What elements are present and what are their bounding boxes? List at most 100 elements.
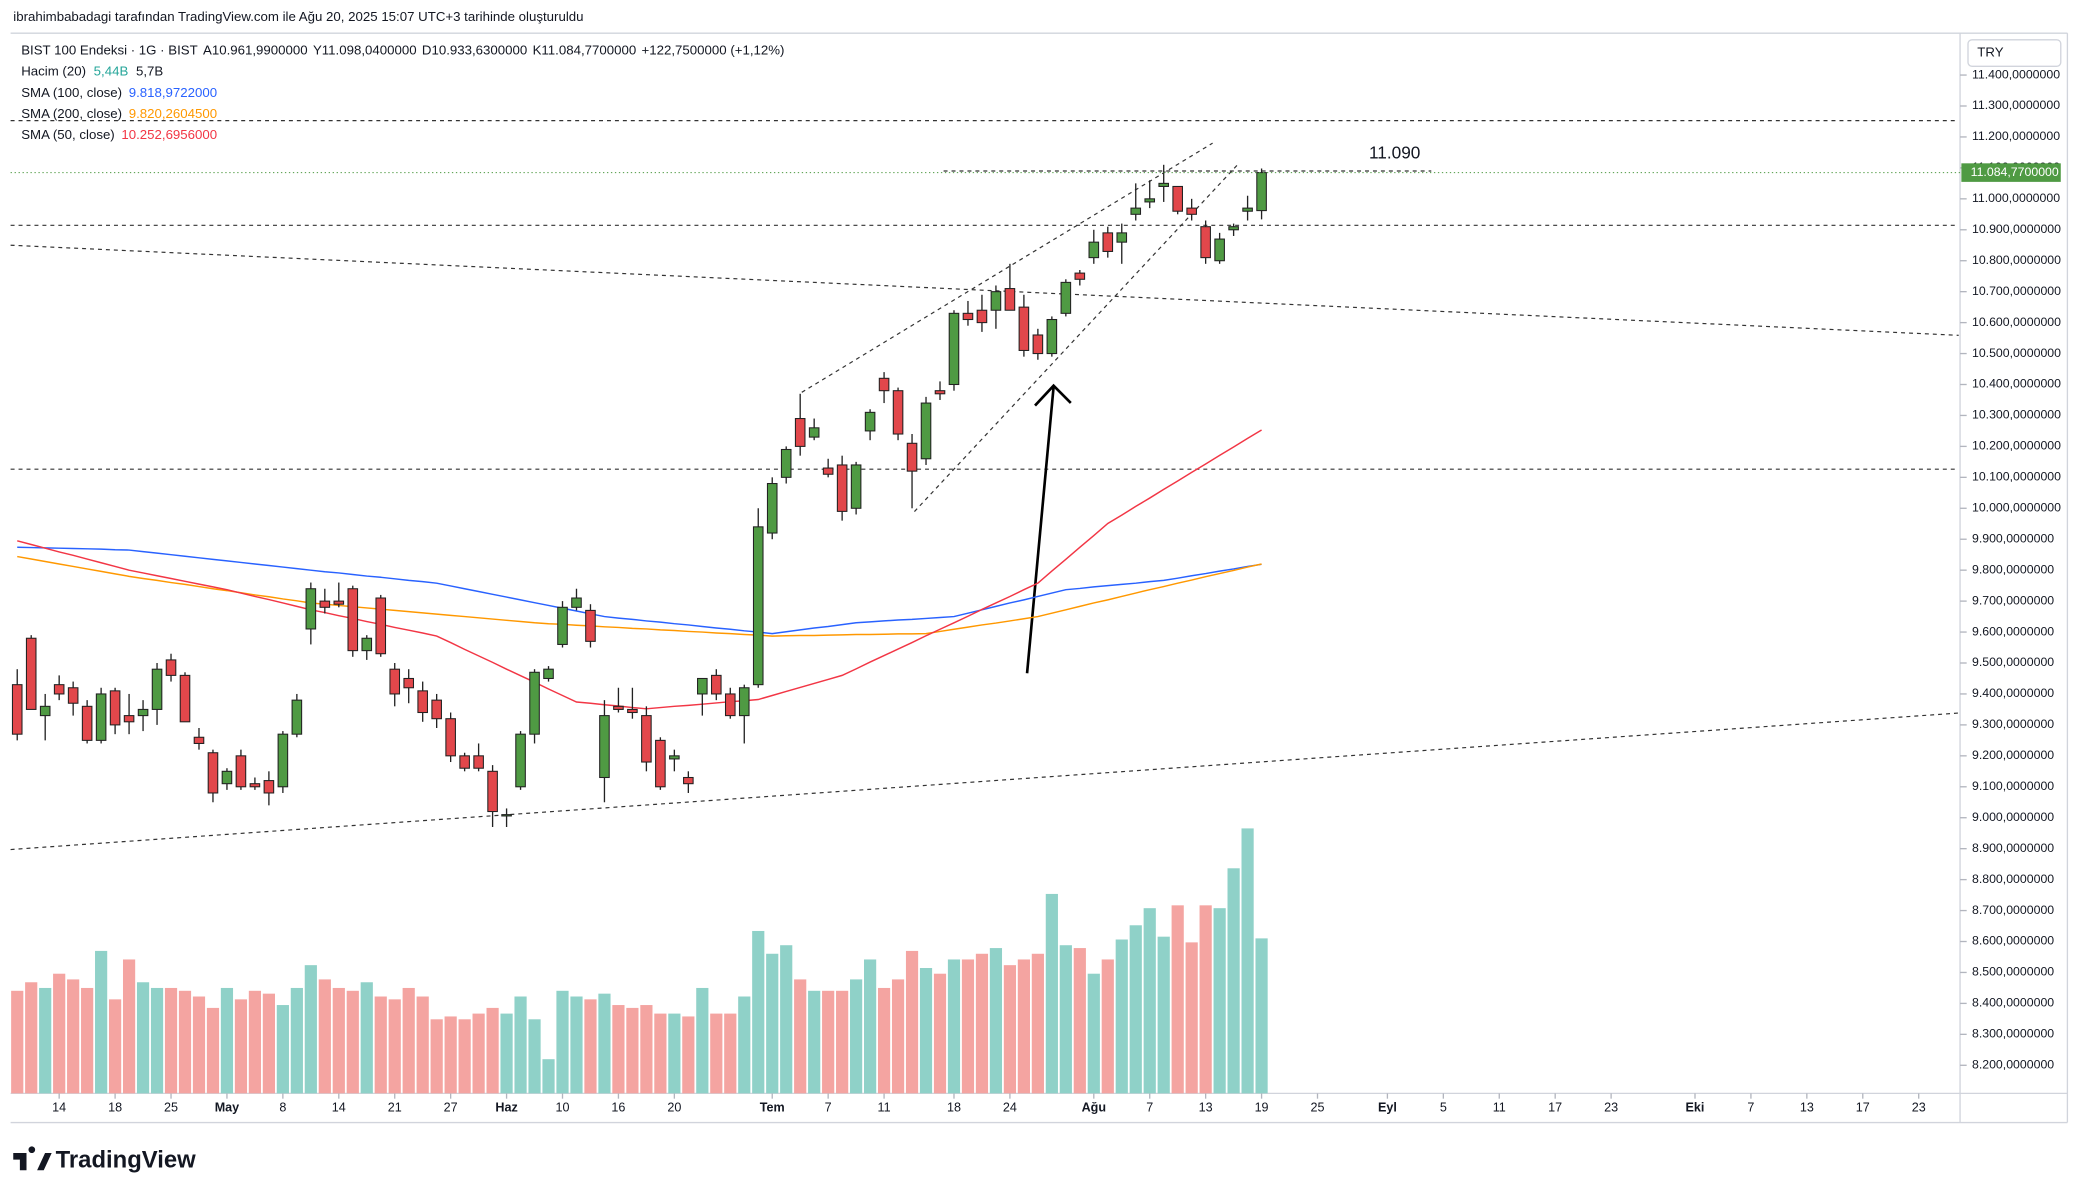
candle-body — [1116, 232, 1128, 243]
volume-bar — [332, 987, 345, 1094]
volume-bar — [808, 990, 821, 1094]
volume-bar — [1031, 953, 1044, 1094]
x-tick-label: Eyl — [1378, 1100, 1397, 1114]
y-tick-label: 10.500,0000000 — [1972, 346, 2061, 360]
x-tick-label: 17 — [1548, 1100, 1562, 1114]
y-tick-label: 11.200,0000000 — [1972, 129, 2060, 143]
volume-bar — [458, 1019, 471, 1094]
candle-body — [892, 390, 904, 435]
volume-bar — [276, 1005, 289, 1094]
candle-body — [613, 705, 624, 710]
arrow-head — [1034, 383, 1072, 407]
volume-bar — [1115, 939, 1128, 1094]
candle-body — [864, 411, 876, 432]
volume-bar — [318, 979, 331, 1094]
currency: TRY — [1977, 45, 2003, 60]
x-tick-label: 19 — [1255, 1100, 1269, 1114]
x-tick-label: 7 — [1747, 1100, 1754, 1114]
x-tick-label: 11 — [878, 1100, 891, 1114]
candle-body — [1158, 182, 1170, 187]
y-tick-label: 9.200,0000000 — [1972, 748, 2054, 762]
candle-body — [1046, 318, 1058, 355]
x-tick-label: 13 — [1199, 1100, 1213, 1114]
candle-body — [1144, 198, 1156, 203]
volume-bar — [150, 987, 164, 1094]
x-tick-label: 16 — [611, 1100, 625, 1114]
candle-body — [95, 693, 107, 741]
y-tick-label: 9.100,0000000 — [1972, 779, 2054, 793]
candle-body — [221, 770, 233, 785]
candle-body — [808, 427, 820, 438]
y-tick-label: 8.400,0000000 — [1972, 996, 2054, 1010]
candle-body — [1130, 207, 1142, 215]
candle-body — [627, 708, 638, 714]
volume-bar — [346, 990, 359, 1094]
candle-body — [25, 637, 37, 710]
volume-bar — [486, 1007, 499, 1094]
volume-value: 5,44B — [94, 63, 129, 78]
candle-body — [53, 684, 65, 695]
y-tick-label: 9.600,0000000 — [1972, 624, 2054, 638]
y-tick-label: 8.300,0000000 — [1972, 1027, 2054, 1041]
currency-box[interactable] — [1967, 39, 2062, 67]
candle-body — [599, 715, 610, 779]
volume-bar — [1241, 828, 1254, 1094]
credit: ibrahimbabadagi tarafından TradingView.c… — [13, 9, 583, 24]
legend-symbol: BIST 100 Endeksi · 1G · BIST A10.961,9900… — [21, 42, 784, 57]
volume-bar — [1017, 959, 1030, 1094]
volume-bar — [402, 987, 415, 1094]
sma-value: 9.818,9722000 — [129, 84, 217, 99]
annotation-label: 11.090 — [1369, 142, 1420, 162]
ohlc-key: Y — [313, 42, 322, 57]
candle-body — [934, 390, 946, 395]
candle-body — [403, 677, 415, 689]
volume-bar — [584, 999, 597, 1094]
logo-mark — [13, 1146, 52, 1171]
candle-body — [417, 690, 428, 714]
x-tick-label: 18 — [947, 1100, 961, 1114]
volume-bar — [836, 990, 849, 1094]
candle-body — [836, 464, 848, 512]
volume-bar — [682, 1016, 695, 1094]
volume-bar — [1227, 868, 1240, 1094]
candle-body — [878, 377, 890, 392]
volume-bar — [1157, 936, 1170, 1094]
candle-body — [906, 442, 918, 472]
trend-line — [10, 244, 1959, 336]
candle-body — [291, 699, 303, 735]
candle-body — [1228, 226, 1239, 231]
volume-bar — [220, 987, 234, 1094]
last-price-box — [1961, 163, 2061, 182]
trend-line — [801, 142, 1213, 393]
x-tick-label: Tem — [760, 1100, 785, 1114]
y-tick-label: 10.600,0000000 — [1972, 315, 2061, 329]
volume-bar — [1045, 893, 1058, 1094]
volume-bar — [640, 1005, 653, 1094]
candle-body — [1186, 207, 1197, 215]
candle-body — [850, 464, 862, 509]
candle-body — [752, 526, 764, 686]
volume-bar — [67, 979, 80, 1094]
volume-bar — [109, 999, 122, 1094]
candle-body — [1214, 238, 1225, 262]
volume-bar — [416, 996, 429, 1094]
candle-body — [655, 739, 666, 788]
candle-body — [543, 668, 554, 680]
x-tick-label: 21 — [388, 1100, 402, 1114]
ohlc-key: D — [422, 42, 432, 57]
x-tick-label: 23 — [1912, 1100, 1926, 1114]
volume-bar — [514, 996, 527, 1094]
candle-body — [431, 699, 442, 720]
x-tick-label: 7 — [1146, 1100, 1153, 1114]
volume-bar — [696, 987, 709, 1094]
candle-body — [263, 780, 275, 794]
candle-body — [179, 674, 191, 723]
candle-body — [515, 733, 526, 788]
volume-bar — [654, 1013, 667, 1094]
candle-body — [235, 755, 247, 788]
volume-bar — [766, 953, 779, 1094]
sma-line — [17, 555, 1262, 637]
x-tick-label: 20 — [667, 1100, 681, 1114]
y-tick-label: 10.200,0000000 — [1972, 439, 2061, 453]
